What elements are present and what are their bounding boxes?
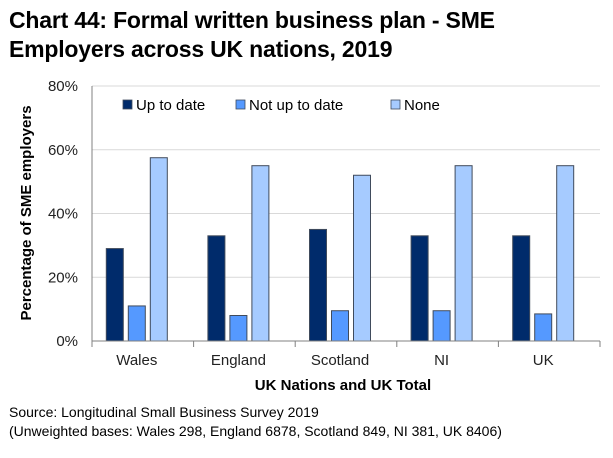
bar-up-to-date-ni	[410, 235, 429, 342]
source-note: Source: Longitudinal Small Business Surv…	[9, 403, 502, 441]
y-tick-label: 40%	[48, 206, 78, 223]
legend: Up to date Not up to date None	[122, 97, 440, 114]
bar-not-up-to-date-scotland	[331, 310, 349, 342]
y-tick-label: 0%	[56, 333, 78, 350]
bar-chart: 0% 20% 40% 60% 80% Wales England Scotland NI UK …	[18, 78, 601, 394]
chart-title-line-2: Employers across UK nations, 2019	[9, 36, 393, 62]
bar-up-to-date-england	[207, 235, 226, 342]
legend-swatch	[122, 99, 133, 110]
bar-not-up-to-date-uk	[534, 313, 553, 342]
x-tick-label: Scotland	[311, 352, 369, 369]
legend-swatch	[235, 99, 246, 110]
bar-none-england	[251, 165, 270, 342]
y-tick-labels: 0% 20% 40% 60% 80%	[48, 78, 78, 350]
bar-not-up-to-date-wales	[127, 305, 146, 342]
bar-not-up-to-date-ni	[432, 310, 451, 342]
legend-label: Up to date	[136, 97, 205, 114]
chart-title-line-1: Chart 44: Formal written business plan -…	[9, 7, 495, 33]
axes	[91, 86, 601, 347]
bar-up-to-date-scotland	[309, 228, 327, 342]
x-axis-title: UK Nations and UK Total	[255, 377, 431, 394]
chart-title: Chart 44: Formal written business plan -…	[9, 6, 609, 64]
y-tick-label: 60%	[48, 142, 78, 159]
x-tick-label: NI	[434, 352, 449, 369]
x-tick-label: UK	[533, 352, 554, 369]
bases-line: (Unweighted bases: Wales 298, England 68…	[9, 423, 502, 439]
bar-none-wales	[149, 157, 168, 342]
y-tick-label: 80%	[48, 78, 78, 95]
bar-none-scotland	[353, 174, 371, 342]
bars	[105, 157, 575, 342]
y-tick-label: 20%	[48, 269, 78, 286]
legend-label: Not up to date	[249, 97, 343, 114]
x-tick-labels: Wales England Scotland NI UK	[116, 352, 553, 369]
bar-up-to-date-uk	[512, 235, 531, 342]
bar-none-ni	[454, 165, 473, 342]
x-tick-label: Wales	[116, 352, 157, 369]
x-tick-label: England	[211, 352, 266, 369]
bar-up-to-date-wales	[105, 248, 124, 342]
y-axis-title: Percentage of SME employers	[18, 105, 35, 320]
legend-label: None	[404, 97, 440, 114]
source-line: Source: Longitudinal Small Business Surv…	[9, 404, 319, 420]
bar-none-uk	[556, 165, 575, 342]
bar-not-up-to-date-england	[229, 315, 248, 342]
legend-swatch	[390, 99, 401, 110]
